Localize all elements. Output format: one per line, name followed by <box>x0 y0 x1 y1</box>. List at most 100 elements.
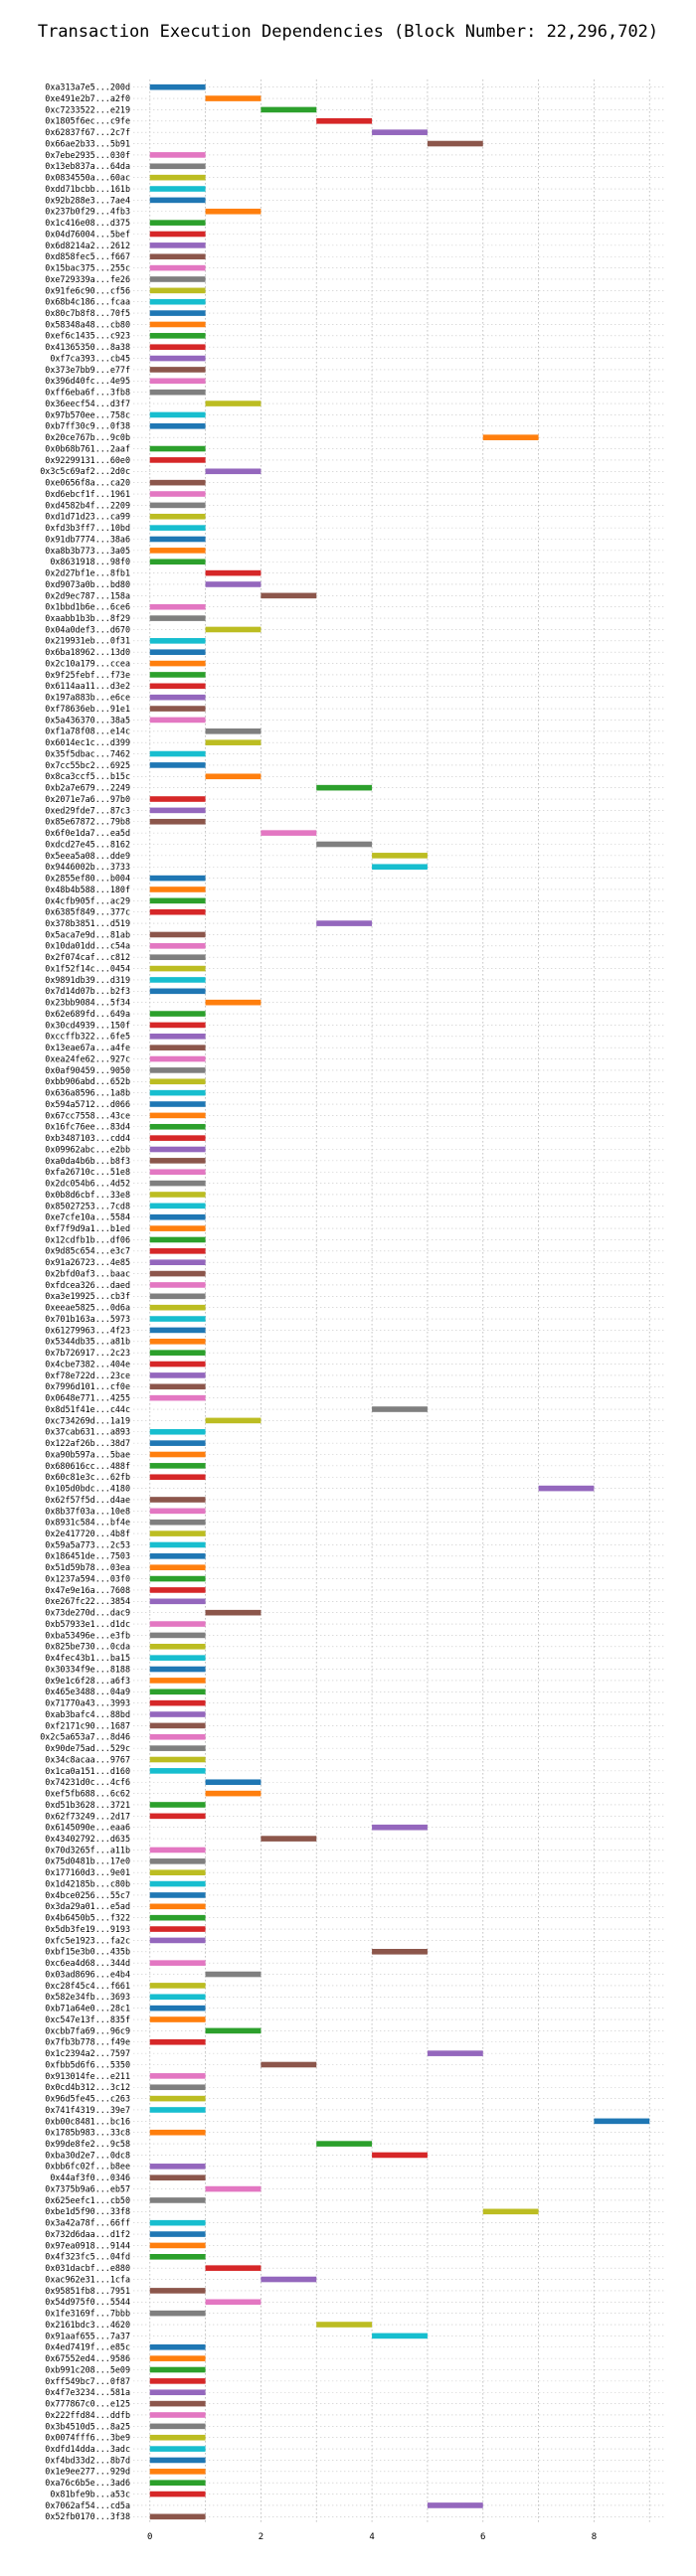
bar <box>149 1146 206 1153</box>
bar <box>261 2276 317 2283</box>
tx-label: 0x97b570ee...758c <box>45 409 130 419</box>
tx-label: 0x81bfe9b...a53c <box>50 2489 130 2498</box>
bar <box>149 603 206 610</box>
bar <box>149 649 206 656</box>
x-tick-label: 8 <box>592 2532 597 2542</box>
tx-label: 0x9891db39...d319 <box>45 975 130 985</box>
tx-label: 0xb71a64e0...28c1 <box>45 2004 130 2013</box>
tx-label: 0xdcd27e45...8162 <box>45 839 130 849</box>
x-tick-label: 0 <box>147 2532 152 2542</box>
bar <box>149 1621 206 1627</box>
bar <box>205 1971 261 1978</box>
tx-label: 0x60c81e3c...62fb <box>45 1472 130 1482</box>
bar <box>149 1270 206 1277</box>
bar <box>372 1948 428 1955</box>
tx-label: 0xdfd14dda...3adc <box>45 2444 130 2454</box>
bar <box>205 468 261 475</box>
bar <box>149 2242 206 2249</box>
bar <box>149 638 206 644</box>
bar <box>149 750 206 757</box>
bar <box>205 208 261 215</box>
bar <box>149 2253 206 2260</box>
tx-label: 0xfc5e1923...fa2c <box>45 1935 130 1945</box>
bar <box>149 1022 206 1029</box>
bar <box>149 2197 206 2203</box>
tx-label: 0x4ed7419f...e85c <box>45 2342 130 2352</box>
bar <box>149 615 206 621</box>
bar <box>149 1655 206 1661</box>
tx-label: 0x30334f9e...8188 <box>45 1664 130 1674</box>
tx-label: 0x913014fe...e211 <box>45 2071 130 2081</box>
bar <box>149 231 206 238</box>
tx-label: 0x1785b983...33c8 <box>45 2128 130 2138</box>
tx-label: 0xfa26710c...51e8 <box>45 1167 130 1177</box>
bar <box>149 422 206 429</box>
tx-label: 0x58348a48...cb80 <box>45 319 130 329</box>
bar <box>205 999 261 1006</box>
tx-label: 0xc547e13f...835f <box>45 2014 130 2024</box>
bar <box>149 1745 206 1751</box>
bar <box>149 220 206 226</box>
bar <box>427 2502 483 2508</box>
bar <box>261 106 317 113</box>
tx-label: 0x594a5712...d066 <box>45 1099 130 1109</box>
bar <box>149 411 206 418</box>
tx-label: 0x48b4b588...180f <box>45 885 130 894</box>
bar <box>149 954 206 961</box>
tx-label: 0xac962e31...1cfa <box>45 2274 130 2284</box>
tx-label: 0xb00c8481...bc16 <box>45 2116 130 2126</box>
bar <box>149 1304 206 1311</box>
bar <box>149 344 206 351</box>
tx-label: 0x96d5fe45...c263 <box>45 2094 130 2104</box>
bar <box>427 2050 483 2056</box>
tx-label: 0x636a8596...1a8b <box>45 1088 130 1098</box>
bar <box>316 784 373 791</box>
tx-label: 0x4cbe7382...404e <box>45 1359 130 1368</box>
bar <box>482 434 539 440</box>
tx-label: 0xff6eba6f...3fb8 <box>45 388 130 398</box>
bar <box>149 83 206 90</box>
bar <box>149 2084 206 2091</box>
tx-label: 0x0834550a...60ac <box>45 173 130 183</box>
bar <box>149 1541 206 1548</box>
tx-label: 0x5db3fe19...9193 <box>45 1924 130 1934</box>
tx-label: 0x8ca3ccf5...b15c <box>45 771 130 781</box>
x-tick-label: 2 <box>259 2532 263 2542</box>
tx-label: 0x59a5a773...2c53 <box>45 1539 130 1549</box>
tx-label: 0x2d27bf1e...8fb1 <box>45 568 130 578</box>
bar <box>149 1564 206 1571</box>
tx-label: 0x61279963...4f23 <box>45 1325 130 1335</box>
tx-label: 0x9f25febf...f73e <box>45 670 130 680</box>
tx-label: 0xef5fb688...6c62 <box>45 1789 130 1799</box>
tx-label: 0x20ce767b...9c0b <box>45 432 130 442</box>
bar <box>149 548 206 554</box>
tx-label: 0x04d76004...5bef <box>45 229 130 239</box>
bar <box>149 1575 206 1582</box>
tx-label: 0x70d3265f...a11b <box>45 1845 130 1854</box>
bar <box>149 2446 206 2452</box>
bar <box>427 140 483 147</box>
bar <box>149 1112 206 1119</box>
tx-label: 0xb57933e1...d1dc <box>45 1619 130 1629</box>
tx-label: 0x62f57f5d...d4ae <box>45 1495 130 1505</box>
tx-label: 0x1c416e08...d375 <box>45 218 130 228</box>
tx-label: 0x2855ef80...b004 <box>45 874 130 884</box>
tx-label: 0x825be730...0cda <box>45 1642 130 1652</box>
tx-label: 0x7996d101...cf0e <box>45 1381 130 1391</box>
tx-label: 0x2dc054b6...4d52 <box>45 1179 130 1189</box>
tx-label: 0x9e1c6f28...a6f3 <box>45 1676 130 1686</box>
tx-label: 0x4f323fc5...04fd <box>45 2252 130 2262</box>
bar <box>149 1169 206 1176</box>
tx-label: 0x1d42185b...c80b <box>45 1878 130 1888</box>
bar <box>205 2265 261 2271</box>
tx-label: 0x1c2394a2...7597 <box>45 2048 130 2058</box>
bar <box>149 1259 206 1266</box>
tx-label: 0x15bac375...255c <box>45 263 130 273</box>
tx-label: 0x13eb837a...64da <box>45 161 130 171</box>
bar <box>149 242 206 248</box>
bar <box>149 1011 206 1017</box>
bar <box>149 2412 206 2418</box>
bar <box>149 2457 206 2464</box>
tx-label: 0x92b288e3...7ae4 <box>45 195 130 205</box>
tx-label: 0x91aaf655...7a37 <box>45 2331 130 2340</box>
